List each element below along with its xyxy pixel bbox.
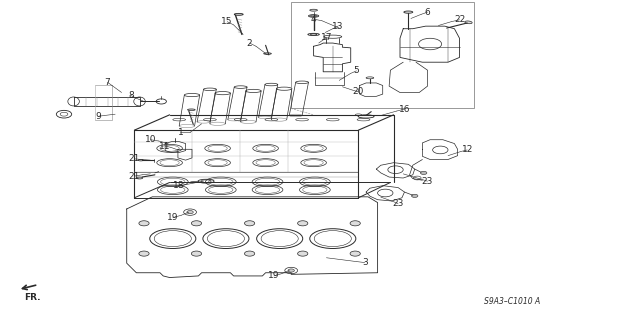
Text: 2: 2 (247, 39, 252, 48)
Text: 20: 20 (353, 87, 364, 96)
Circle shape (412, 194, 418, 197)
Text: 7: 7 (105, 78, 110, 87)
Circle shape (298, 221, 308, 226)
Text: 22: 22 (454, 15, 465, 24)
Ellipse shape (264, 53, 271, 54)
Text: 18: 18 (173, 181, 185, 190)
Text: 12: 12 (461, 145, 473, 154)
Ellipse shape (188, 109, 195, 111)
Ellipse shape (465, 21, 472, 24)
Text: 23: 23 (422, 177, 433, 186)
Text: 21: 21 (129, 172, 140, 181)
Text: 21: 21 (129, 154, 140, 163)
Text: 4: 4 (311, 15, 316, 24)
Text: 19: 19 (268, 271, 280, 280)
Circle shape (298, 251, 308, 256)
Text: 10: 10 (145, 135, 156, 144)
Circle shape (244, 221, 255, 226)
Circle shape (139, 251, 149, 256)
Text: FR.: FR. (24, 293, 40, 302)
Circle shape (350, 221, 360, 226)
Text: 5: 5 (354, 66, 359, 75)
Text: 11: 11 (159, 142, 171, 151)
Circle shape (288, 269, 294, 272)
Text: 1: 1 (178, 128, 183, 137)
Circle shape (244, 251, 255, 256)
Circle shape (350, 251, 360, 256)
Circle shape (191, 251, 202, 256)
Ellipse shape (404, 11, 413, 13)
Ellipse shape (138, 159, 143, 161)
Ellipse shape (310, 9, 317, 11)
Text: 16: 16 (399, 105, 410, 114)
Text: 13: 13 (332, 22, 344, 31)
Text: 23: 23 (392, 199, 404, 208)
Text: 3: 3 (362, 258, 367, 267)
Text: 15: 15 (221, 17, 233, 26)
Text: 8: 8 (129, 91, 134, 100)
Circle shape (187, 211, 193, 214)
Circle shape (420, 171, 427, 174)
Ellipse shape (234, 13, 243, 15)
Bar (291, 2, 474, 108)
Circle shape (139, 221, 149, 226)
Ellipse shape (136, 177, 143, 179)
Text: 19: 19 (167, 213, 179, 222)
Text: 9: 9 (95, 112, 100, 121)
Text: 6: 6 (425, 8, 430, 17)
Text: 17: 17 (321, 33, 332, 42)
Circle shape (191, 221, 202, 226)
Text: S9A3–C1010 A: S9A3–C1010 A (484, 297, 540, 306)
